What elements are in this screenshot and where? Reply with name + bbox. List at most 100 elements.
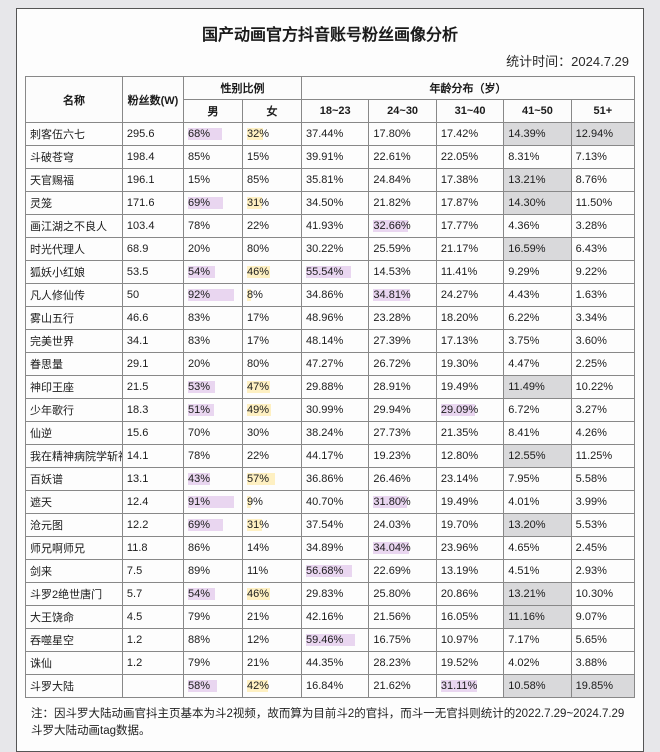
cell-age4: 7.95%: [504, 468, 571, 491]
cell-age5: 2.93%: [571, 560, 634, 583]
cell-age2: 28.23%: [369, 652, 436, 675]
cell-female: 22%: [243, 215, 302, 238]
cell-age2: 22.61%: [369, 146, 436, 169]
cell-age4: 10.58%: [504, 675, 571, 698]
cell-name: 我在精神病院学斩神: [26, 445, 123, 468]
cell-female: 47%: [243, 376, 302, 399]
cell-name: 仙逆: [26, 422, 123, 445]
cell-name: 百妖谱: [26, 468, 123, 491]
cell-male: 51%: [184, 399, 243, 422]
cell-age2: 17.80%: [369, 123, 436, 146]
cell-male: 43%: [184, 468, 243, 491]
cell-male: 83%: [184, 330, 243, 353]
cell-age2: 28.91%: [369, 376, 436, 399]
cell-age4: 13.21%: [504, 169, 571, 192]
cell-name: 大王饶命: [26, 606, 123, 629]
cell-age5: 19.85%: [571, 675, 634, 698]
cell-female: 42%: [243, 675, 302, 698]
cell-name: 凡人修仙传: [26, 284, 123, 307]
cell-age2: 19.23%: [369, 445, 436, 468]
cell-age4: 6.72%: [504, 399, 571, 422]
cell-age1: 30.99%: [301, 399, 368, 422]
table-row: 诛仙1.279%21%44.35%28.23%19.52%4.02%3.88%: [26, 652, 635, 675]
table-row: 吞噬星空1.288%12%59.46%16.75%10.97%7.17%5.65…: [26, 629, 635, 652]
cell-age2: 25.80%: [369, 583, 436, 606]
cell-male: 89%: [184, 560, 243, 583]
cell-age5: 7.13%: [571, 146, 634, 169]
cell-age1: 37.44%: [301, 123, 368, 146]
cell-age5: 4.26%: [571, 422, 634, 445]
cell-male: 53%: [184, 376, 243, 399]
cell-age2: 31.80%: [369, 491, 436, 514]
cell-age3: 19.70%: [436, 514, 503, 537]
cell-age1: 40.70%: [301, 491, 368, 514]
cell-age3: 17.38%: [436, 169, 503, 192]
table-row: 斗破苍穹198.485%15%39.91%22.61%22.05%8.31%7.…: [26, 146, 635, 169]
cell-fans: 50: [122, 284, 183, 307]
cell-age5: 5.58%: [571, 468, 634, 491]
cell-age3: 13.19%: [436, 560, 503, 583]
cell-age5: 6.43%: [571, 238, 634, 261]
cell-age2: 26.46%: [369, 468, 436, 491]
cell-age3: 17.13%: [436, 330, 503, 353]
cell-female: 30%: [243, 422, 302, 445]
cell-age2: 24.84%: [369, 169, 436, 192]
cell-age1: 41.93%: [301, 215, 368, 238]
stat-time-value: 2024.7.29: [571, 54, 629, 69]
cell-name: 遮天: [26, 491, 123, 514]
cell-age4: 4.02%: [504, 652, 571, 675]
cell-age2: 21.82%: [369, 192, 436, 215]
table-row: 少年歌行18.351%49%30.99%29.94%29.09%6.72%3.2…: [26, 399, 635, 422]
cell-fans: 11.8: [122, 537, 183, 560]
cell-male: 68%: [184, 123, 243, 146]
cell-male: 88%: [184, 629, 243, 652]
cell-male: 69%: [184, 514, 243, 537]
cell-fans: 12.4: [122, 491, 183, 514]
cell-age4: 14.30%: [504, 192, 571, 215]
cell-age4: 4.01%: [504, 491, 571, 514]
cell-female: 85%: [243, 169, 302, 192]
cell-age1: 34.86%: [301, 284, 368, 307]
cell-age5: 8.76%: [571, 169, 634, 192]
cell-fans: 4.5: [122, 606, 183, 629]
cell-age5: 9.22%: [571, 261, 634, 284]
cell-age5: 5.65%: [571, 629, 634, 652]
cell-female: 9%: [243, 491, 302, 514]
table-body: 刺客伍六七295.668%32%37.44%17.80%17.42%14.39%…: [26, 123, 635, 698]
cell-age4: 3.75%: [504, 330, 571, 353]
cell-fans: [122, 675, 183, 698]
cell-female: 31%: [243, 514, 302, 537]
cell-age3: 17.87%: [436, 192, 503, 215]
cell-fans: 46.6: [122, 307, 183, 330]
cell-fans: 15.6: [122, 422, 183, 445]
cell-female: 80%: [243, 353, 302, 376]
cell-age2: 21.56%: [369, 606, 436, 629]
cell-age2: 29.94%: [369, 399, 436, 422]
report-sheet: 国产动画官方抖音账号粉丝画像分析 统计时间：2024.7.29 名称 粉丝数(W…: [16, 8, 644, 752]
cell-fans: 68.9: [122, 238, 183, 261]
cell-name: 时光代理人: [26, 238, 123, 261]
cell-age1: 34.50%: [301, 192, 368, 215]
cell-age1: 16.84%: [301, 675, 368, 698]
table-row: 眷思量29.120%80%47.27%26.72%19.30%4.47%2.25…: [26, 353, 635, 376]
cell-female: 17%: [243, 330, 302, 353]
cell-age1: 47.27%: [301, 353, 368, 376]
cell-fans: 14.1: [122, 445, 183, 468]
table-row: 师兄啊师兄11.886%14%34.89%34.04%23.96%4.65%2.…: [26, 537, 635, 560]
table-row: 沧元图12.269%31%37.54%24.03%19.70%13.20%5.5…: [26, 514, 635, 537]
cell-age4: 8.31%: [504, 146, 571, 169]
cell-age4: 6.22%: [504, 307, 571, 330]
table-row: 时光代理人68.920%80%30.22%25.59%21.17%16.59%6…: [26, 238, 635, 261]
table-row: 凡人修仙传5092%8%34.86%34.81%24.27%4.43%1.63%: [26, 284, 635, 307]
col-age3: 31~40: [436, 100, 503, 123]
cell-age5: 3.88%: [571, 652, 634, 675]
cell-male: 85%: [184, 146, 243, 169]
cell-age2: 32.66%: [369, 215, 436, 238]
cell-male: 79%: [184, 652, 243, 675]
cell-age4: 7.17%: [504, 629, 571, 652]
cell-fans: 18.3: [122, 399, 183, 422]
cell-fans: 1.2: [122, 652, 183, 675]
cell-age1: 48.96%: [301, 307, 368, 330]
cell-age1: 56.68%: [301, 560, 368, 583]
table-row: 我在精神病院学斩神14.178%22%44.17%19.23%12.80%12.…: [26, 445, 635, 468]
